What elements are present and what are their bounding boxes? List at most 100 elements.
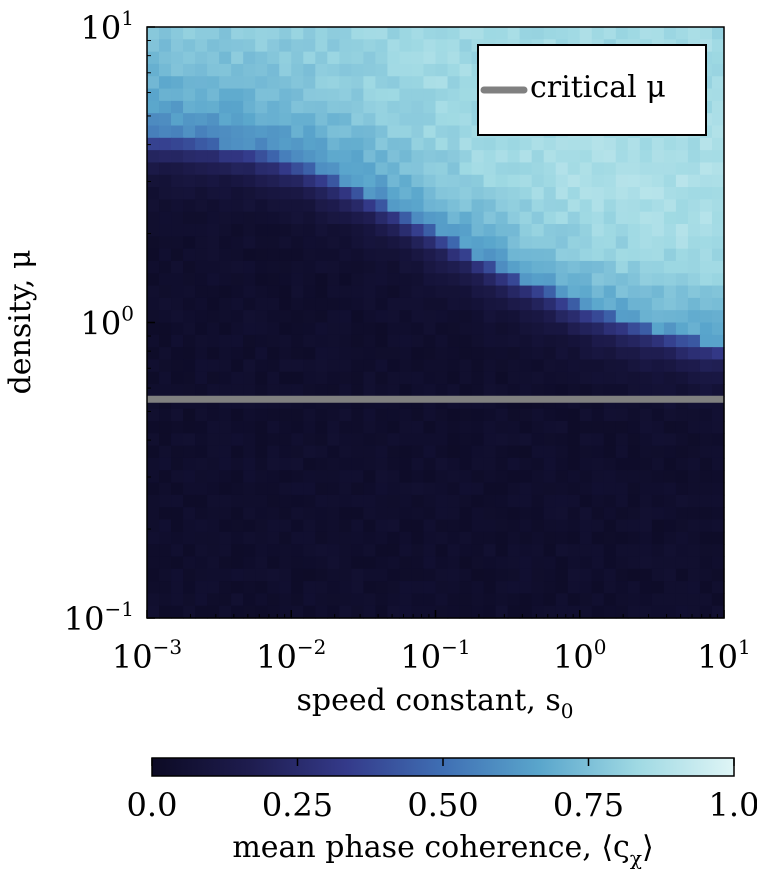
heatmap-cell [207, 371, 220, 385]
heatmap-cell [639, 494, 653, 508]
heatmap-cell [615, 236, 629, 250]
heatmap-cell [147, 445, 160, 459]
heatmap-cell [615, 187, 629, 200]
heatmap-cell [423, 433, 437, 447]
heatmap-cell [555, 260, 569, 274]
heatmap-cell [531, 273, 545, 287]
heatmap-cell [435, 162, 449, 176]
heatmap-cell [687, 199, 701, 213]
heatmap-cell [315, 568, 328, 582]
heatmap-cell [471, 494, 485, 508]
heatmap-cell [603, 384, 617, 397]
heatmap-cell [447, 421, 461, 434]
heatmap-cell [279, 408, 292, 422]
heatmap-cell [639, 322, 653, 336]
heatmap-cell [687, 260, 701, 274]
heatmap-cell [519, 433, 533, 447]
heatmap-cell [399, 236, 413, 250]
heatmap-cell [327, 445, 340, 459]
heatmap-cell [231, 199, 244, 213]
heatmap-cell [471, 470, 485, 484]
heatmap-cell [459, 248, 473, 262]
heatmap-cell [387, 531, 401, 545]
heatmap-cell [219, 334, 232, 348]
heatmap-cell [315, 470, 328, 484]
heatmap-cell [219, 556, 232, 570]
heatmap-cell [267, 568, 280, 582]
heatmap-cell [279, 322, 292, 336]
heatmap-cell [279, 507, 292, 521]
heatmap-cell [711, 519, 725, 533]
heatmap-cell [663, 359, 677, 373]
heatmap-cell [195, 531, 208, 545]
heatmap-cell [327, 125, 340, 139]
heatmap-cell [351, 199, 364, 213]
heatmap-cell [327, 605, 340, 619]
heatmap-cell [711, 174, 725, 188]
heatmap-cell [183, 297, 196, 311]
heatmap-cell [231, 568, 244, 582]
heatmap-cell [183, 445, 196, 459]
heatmap-cell [459, 347, 473, 361]
heatmap-cell [387, 88, 401, 102]
heatmap-cell [267, 457, 280, 471]
heatmap-cell [219, 51, 232, 65]
heatmap-cell [315, 88, 328, 102]
heatmap-cell [471, 224, 485, 237]
heatmap-cell [555, 507, 569, 521]
heatmap-cell [171, 137, 184, 151]
heatmap-cell [351, 273, 364, 287]
heatmap-cell [591, 482, 605, 496]
heatmap-cell [207, 63, 220, 77]
heatmap-cell [603, 605, 617, 619]
heatmap-cell [459, 113, 473, 127]
heatmap-cell [219, 162, 232, 176]
heatmap-cell [675, 544, 689, 558]
heatmap-cell [303, 445, 316, 459]
heatmap-cell [687, 347, 701, 361]
heatmap-cell [567, 593, 581, 607]
heatmap-cell [303, 384, 316, 397]
heatmap-cell [243, 371, 256, 385]
heatmap-cell [411, 347, 425, 361]
heatmap-cell [219, 76, 232, 90]
heatmap-cell [399, 199, 413, 213]
heatmap-cell [207, 150, 220, 164]
heatmap-cell [711, 605, 725, 619]
heatmap-cell [711, 408, 725, 422]
heatmap-cell [435, 63, 449, 77]
heatmap-cell [207, 273, 220, 287]
heatmap-cell [411, 433, 425, 447]
heatmap-cell [147, 174, 160, 188]
colorbar-label: mean phase coherence, ⟨ςχ⟩ [232, 830, 653, 870]
heatmap-cell [591, 371, 605, 385]
heatmap-cell [147, 76, 160, 90]
heatmap-cell [315, 482, 328, 496]
heatmap-cell [159, 494, 172, 508]
heatmap-cell [315, 531, 328, 545]
heatmap-cell [507, 384, 521, 397]
heatmap-cell [447, 384, 461, 397]
heatmap-cell [207, 482, 220, 496]
heatmap-cell [171, 224, 184, 237]
heatmap-cell [255, 76, 268, 90]
heatmap-cell [543, 581, 557, 594]
heatmap-cell [483, 236, 497, 250]
heatmap-cell [195, 568, 208, 582]
heatmap-cell [183, 334, 196, 348]
heatmap-cell [255, 544, 268, 558]
heatmap-cell [339, 408, 352, 422]
heatmap-cell [651, 482, 665, 496]
heatmap-cell [339, 113, 352, 127]
heatmap-cell [459, 273, 473, 287]
heatmap-cell [267, 224, 280, 237]
heatmap-cell [351, 187, 364, 200]
heatmap-cell [579, 359, 593, 373]
heatmap-cell [495, 174, 509, 188]
heatmap-cell [447, 519, 461, 533]
heatmap-cell [603, 457, 617, 471]
heatmap-cell [399, 359, 413, 373]
heatmap-cell [291, 322, 304, 336]
heatmap-cell [555, 199, 569, 213]
